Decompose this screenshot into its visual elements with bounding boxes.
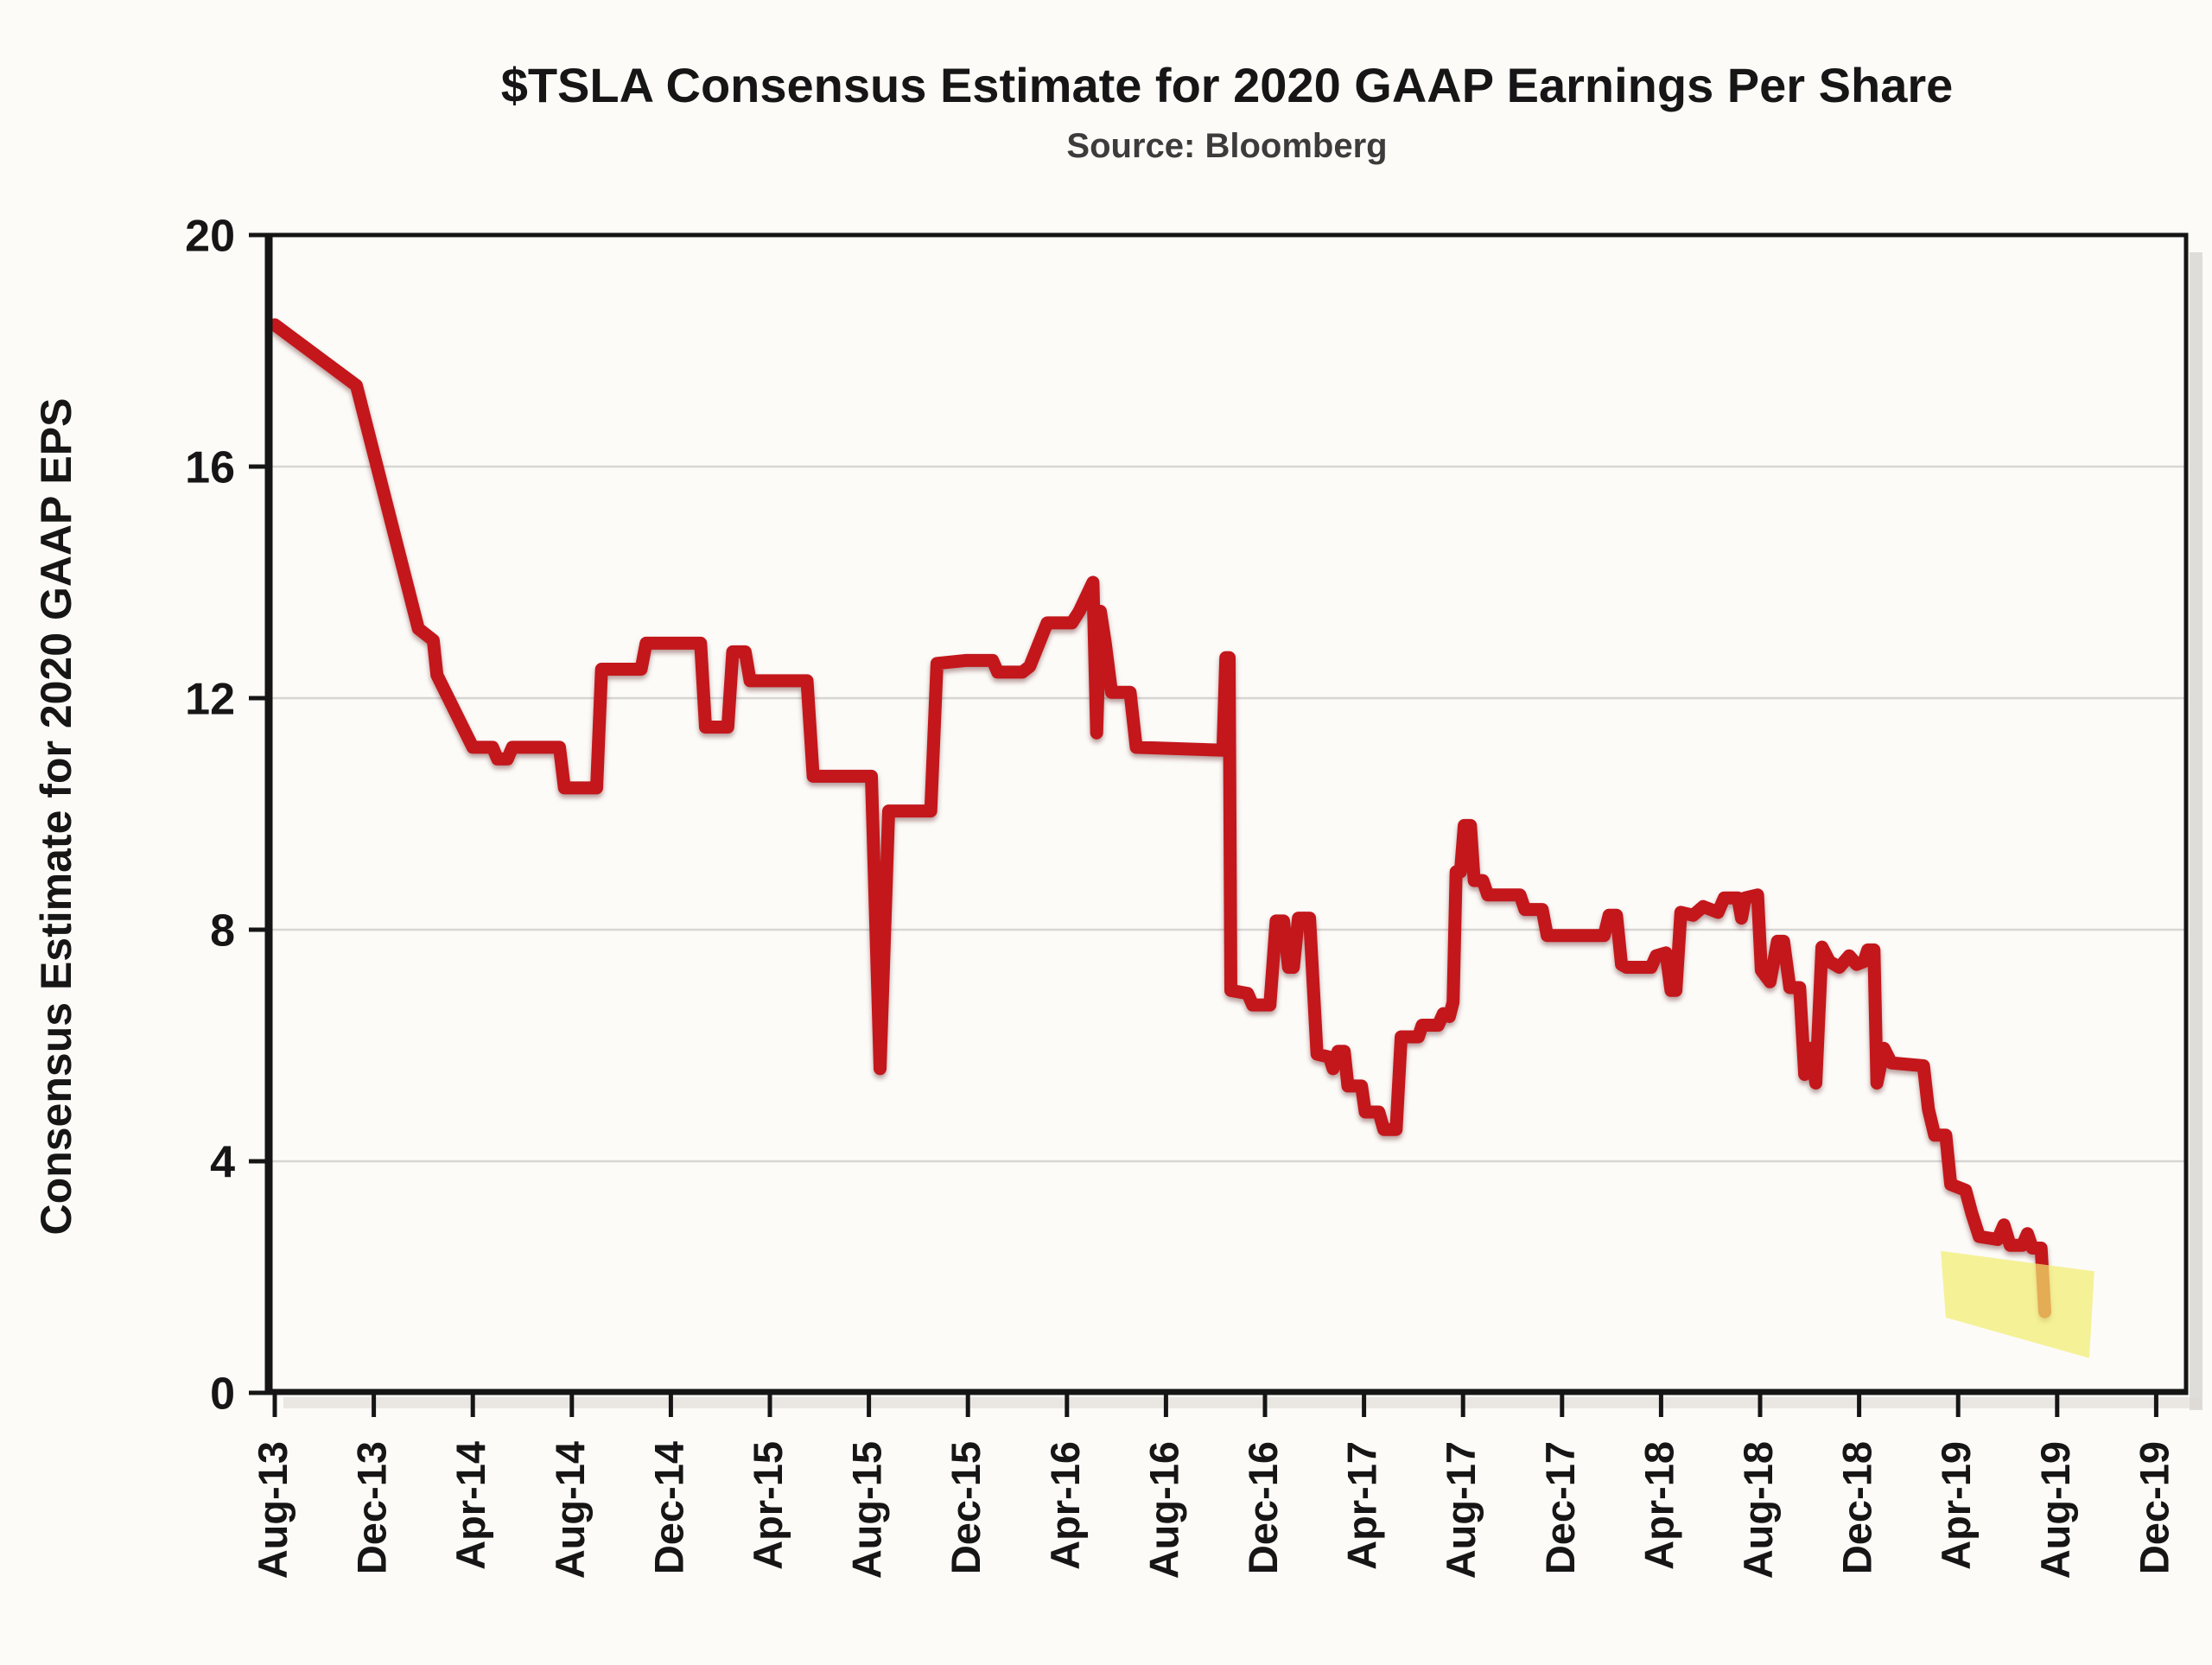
y-tick-label-16: 16 (185, 443, 235, 493)
chart-subtitle: Source: Bloomberg (1066, 127, 1387, 165)
axis-labels-layer: 0 4 8 12 16 20 Aug-13 Dec-13 Apr-14 Aug-14 Dec-14 A… (185, 212, 2177, 1579)
y-tick-label-0: 0 (210, 1369, 235, 1420)
x-tick-label-Dec-13: Dec-13 (349, 1441, 395, 1574)
x-tick-label-Apr-15: Apr-15 (745, 1441, 791, 1570)
frame-shadow-right (2190, 252, 2202, 1410)
chart-line (268, 318, 2051, 1319)
highlight-layer (1941, 1250, 2094, 1358)
frame-shadow-bottom (283, 1397, 2202, 1408)
x-tick-label-Dec-16: Dec-16 (1240, 1441, 1286, 1574)
x-tick-label-Aug-17: Aug-17 (1438, 1441, 1484, 1579)
x-tick-label-Apr-16: Apr-16 (1042, 1441, 1088, 1570)
x-tick-label-Dec-14: Dec-14 (645, 1441, 691, 1574)
y-tick-label-12: 12 (185, 675, 235, 725)
x-tick-label-Aug-13: Aug-13 (250, 1441, 296, 1579)
series-layer (268, 318, 2051, 1319)
x-tick-label-Aug-14: Aug-14 (547, 1441, 593, 1579)
y-tick-label-4: 4 (210, 1138, 235, 1188)
x-tick-label-Dec-18: Dec-18 (1834, 1441, 1880, 1574)
x-tick-label-Dec-17: Dec-17 (1537, 1441, 1583, 1574)
x-tick-label-Aug-18: Aug-18 (1735, 1441, 1781, 1579)
x-tick-label-Dec-19: Dec-19 (2131, 1441, 2177, 1574)
x-tick-label-Apr-17: Apr-17 (1339, 1441, 1385, 1570)
x-tick-label-Apr-18: Apr-18 (1636, 1441, 1681, 1570)
yellow-highlight-region (1941, 1250, 2094, 1358)
x-tick-label-Apr-14: Apr-14 (448, 1441, 493, 1570)
plot-shadow-layer (283, 252, 2202, 1410)
y-tick-label-20: 20 (185, 212, 235, 262)
y-tick-label-8: 8 (210, 906, 235, 956)
y-axis-title: Consensus Estimate for 2020 GAAP EPS (32, 398, 80, 1236)
x-tick-label-Dec-15: Dec-15 (943, 1441, 988, 1574)
axes-layer (249, 232, 2189, 1417)
x-tick-label-Aug-19: Aug-19 (2032, 1441, 2078, 1579)
x-tick-label-Apr-19: Apr-19 (1933, 1441, 1979, 1570)
x-tick-label-Aug-15: Aug-15 (844, 1441, 890, 1579)
chart-title: $TSLA Consensus Estimate for 2020 GAAP E… (501, 58, 1954, 112)
x-tick-label-Aug-16: Aug-16 (1141, 1441, 1186, 1579)
